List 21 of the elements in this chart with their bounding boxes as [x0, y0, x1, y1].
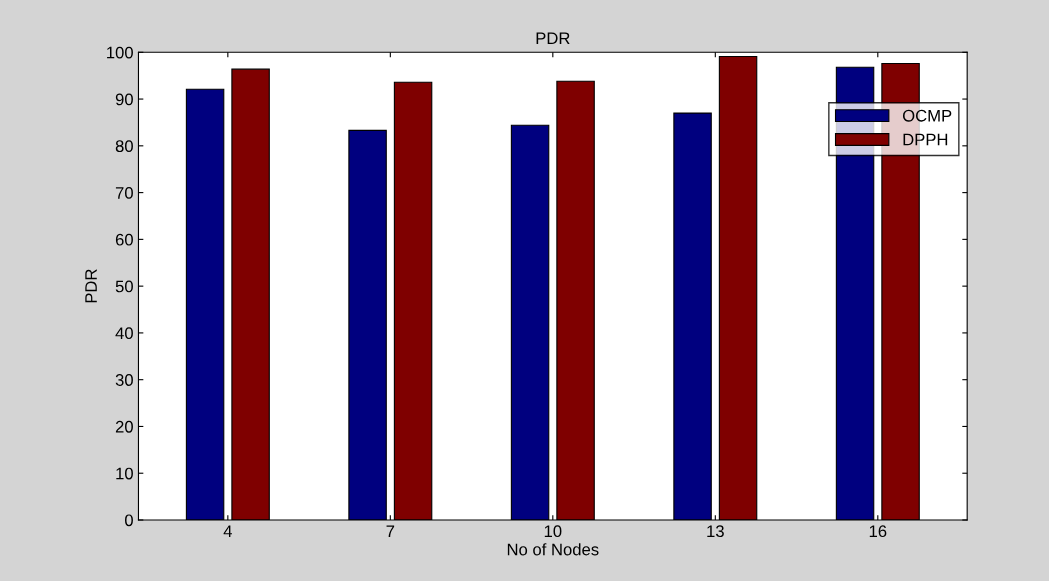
- x-axis-title: No of Nodes: [507, 543, 599, 556]
- chart-title: PDR: [536, 32, 570, 44]
- y-tick-label: 80: [115, 140, 133, 153]
- x-tick-label: 13: [707, 525, 724, 538]
- y-tick-label: 30: [115, 374, 133, 386]
- x-tick-label: 7: [386, 525, 395, 537]
- x-tick-label: 16: [869, 525, 887, 538]
- y-tick-label: 50: [115, 280, 133, 293]
- y-tick-label: 0: [124, 514, 133, 527]
- x-tick-label: 10: [544, 525, 562, 538]
- y-tick-label: 10: [116, 467, 133, 480]
- legend-label: DPPH: [903, 133, 948, 146]
- y-tick-label: 90: [115, 93, 133, 106]
- y-axis-title: PDR: [85, 269, 97, 303]
- y-tick-label: 20: [115, 420, 133, 433]
- x-tick-label: 4: [223, 525, 232, 537]
- y-tick-label: 40: [115, 327, 133, 340]
- y-tick-label: 60: [115, 233, 133, 246]
- y-tick-label: 100: [107, 46, 133, 59]
- y-tick-label: 70: [115, 187, 133, 199]
- legend-label: OCMP: [902, 109, 952, 122]
